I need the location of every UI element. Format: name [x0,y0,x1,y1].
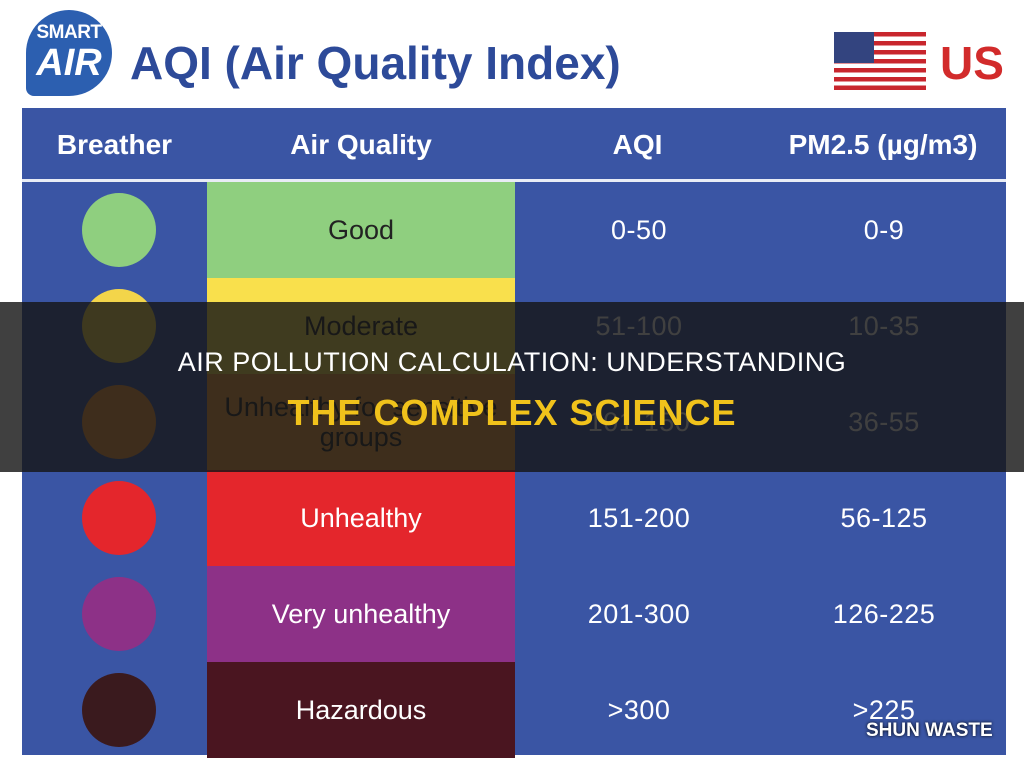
pm25-cell: >225 [852,694,916,725]
table-row: Hazardous >300 >225 [22,662,1006,758]
air-quality-cell: Very unhealthy [207,566,515,662]
aqi-cell: >300 [607,694,671,725]
pm25-cell: 126-225 [832,598,936,629]
watermark: SHUN WASTE [866,720,993,741]
column-header: PM2.5 (µg/m3) [788,129,978,160]
aqi-cell: 0-50 [610,214,668,245]
table-row: Very unhealthy 201-300 126-225 [22,566,1006,662]
aqi-table: Breather Air Quality AQI PM2.5 (µg/m3) Good 0… [22,108,1006,758]
aqi-cell: 201-300 [587,598,691,629]
air-quality-cell: Hazardous [207,662,515,758]
overlay-banner [0,302,1024,472]
breather-icon [82,673,156,747]
column-header: Air Quality [290,129,432,160]
header-divider [22,179,1006,182]
breather-icon [82,193,156,267]
air-quality-cell: Unhealthy [207,470,515,566]
breather-icon [82,577,156,651]
title: AQI (Air Quality Index) [130,37,621,89]
air-quality-cell: Good [207,182,515,278]
column-header: Breather [56,129,173,160]
pm25-cell: 56-125 [840,502,928,533]
table-row: Unhealthy 151-200 56-125 [22,470,1006,566]
logo: SMART AIR [26,10,112,96]
overlay-subtitle: THE COMPLEX SCIENCE [287,392,737,433]
breather-icon [82,481,156,555]
table-row: Good 0-50 0-9 [22,182,1006,278]
flag [834,32,926,90]
column-header: AQI [612,129,663,160]
pm25-cell: 0-9 [863,214,905,245]
region-label: US [940,37,1004,89]
aqi-cell: 151-200 [587,502,691,533]
logo-text: AIR [36,42,102,84]
overlay-title: AIR POLLUTION CALCULATION: UNDERSTANDING [177,347,847,377]
logo-text: SMART [36,22,102,43]
